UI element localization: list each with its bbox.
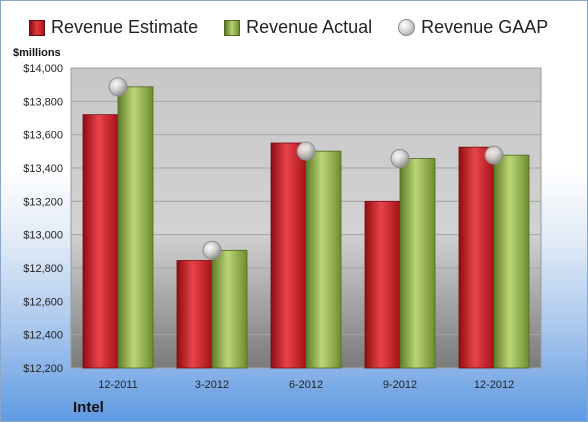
bar-revenue-actual: [399, 158, 436, 369]
legend-swatch-revenue-gaap: [398, 19, 416, 36]
y-tick-label: $13,200: [23, 196, 63, 208]
y-tick-label: $12,200: [23, 363, 63, 375]
y-tick-label: $12,800: [23, 263, 63, 275]
y-axis-unit-label: $millions: [13, 47, 61, 59]
bar-revenue-actual: [211, 249, 248, 369]
y-tick-label: $13,600: [23, 130, 63, 142]
bar-revenue-actual: [493, 154, 530, 369]
x-tick-label: 9-2012: [383, 379, 417, 391]
bars-layer: [82, 86, 530, 369]
bar-revenue-estimate: [82, 114, 119, 369]
legend-label-revenue-gaap: Revenue GAAP: [421, 17, 549, 37]
x-axis: 12-2011 3-2012 6-2012 9-2012 12-2012: [98, 379, 514, 391]
x-tick-label: 12-2012: [474, 379, 514, 391]
y-tick-label: $13,400: [23, 163, 63, 175]
bar-revenue-estimate: [176, 260, 213, 369]
x-tick-label: 12-2011: [98, 379, 138, 391]
y-tick-label: $12,600: [23, 296, 63, 308]
legend-item-revenue-estimate: Revenue Estimate: [29, 17, 198, 38]
chart-legend: Revenue Estimate Revenue Actual Revenue …: [29, 17, 548, 38]
bar-revenue-estimate: [364, 200, 401, 369]
y-axis: $12,200 $12,400 $12,600 $12,800 $13,000 $13,2…: [23, 63, 63, 375]
legend-label-revenue-estimate: Revenue Estimate: [51, 17, 199, 37]
y-tick-label: $13,000: [23, 230, 63, 242]
legend-swatch-revenue-estimate: [29, 19, 45, 36]
x-tick-label: 6-2012: [289, 379, 323, 391]
marker-revenue-gaap: [202, 240, 222, 260]
bar-revenue-estimate: [458, 146, 495, 369]
marker-revenue-gaap: [390, 149, 410, 168]
marker-revenue-gaap: [108, 77, 128, 97]
x-tick-label: 3-2012: [195, 379, 229, 391]
company-label: Intel: [73, 399, 104, 416]
legend-swatch-revenue-actual: [224, 19, 241, 36]
markers-layer: [108, 77, 504, 260]
y-tick-label: $14,000: [23, 63, 63, 75]
bar-revenue-estimate: [270, 142, 307, 369]
bar-revenue-actual: [117, 86, 154, 369]
bar-revenue-actual: [305, 150, 342, 369]
legend-label-revenue-actual: Revenue Actual: [246, 17, 373, 37]
legend-item-revenue-gaap: Revenue GAAP: [398, 17, 548, 38]
marker-revenue-gaap: [296, 141, 316, 161]
y-tick-label: $13,800: [23, 96, 63, 108]
marker-revenue-gaap: [484, 145, 504, 165]
legend-item-revenue-actual: Revenue Actual: [224, 17, 372, 38]
y-tick-label: $12,400: [23, 330, 63, 342]
